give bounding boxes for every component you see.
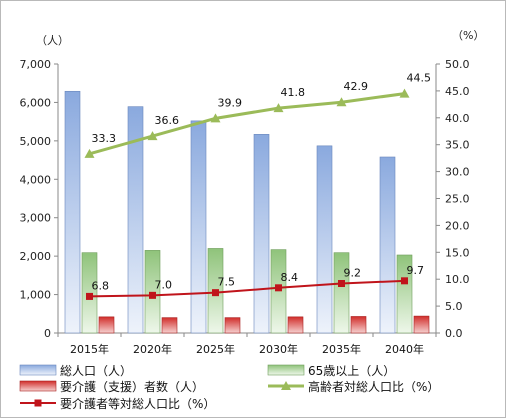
legend-label: 65歳以上（人） <box>308 364 395 378</box>
lines <box>84 88 410 300</box>
axes: 0 1,000 2,000 3,000 4,000 5,000 6,000 7,000 0.0 5… <box>20 29 485 356</box>
bar-total <box>127 106 144 334</box>
left-axis-unit: （人） <box>36 34 69 47</box>
bar-total <box>379 156 396 334</box>
bar-over65 <box>81 252 98 334</box>
point-care-rate <box>86 292 93 300</box>
bar-total <box>316 145 333 334</box>
bar-over65 <box>333 252 350 334</box>
legend-label: 高齢者対総人口比（%） <box>308 379 439 394</box>
bar-total <box>253 134 270 334</box>
category-label: 2015年 <box>70 342 109 356</box>
legend-label: 総人口（人） <box>60 364 132 378</box>
label-care-rate: 6.8 <box>92 279 110 292</box>
bar-over65 <box>396 254 413 334</box>
legend-swatch <box>267 364 305 376</box>
legend-marker <box>281 381 291 390</box>
right-tick-label: 10.0 <box>445 273 470 286</box>
right-tick-label: 30.0 <box>445 166 470 179</box>
right-tick-label: 20.0 <box>445 219 470 232</box>
bar-care <box>413 315 430 334</box>
legend-label: 要介護者等対総人口比（%） <box>60 396 215 411</box>
point-aging-rate <box>147 131 158 141</box>
left-tick-label: 1,000 <box>20 289 52 302</box>
point-aging-rate <box>84 148 95 158</box>
data-labels: 33.3 36.6 39.9 41.8 42.9 44.5 6.8 7.0 7.5 8.4 9.2 9… <box>92 72 432 293</box>
right-tick-label: 40.0 <box>445 112 470 125</box>
left-tick-label: 3,000 <box>20 212 52 225</box>
legend-swatch <box>19 364 57 376</box>
line-aging-rate <box>89 92 405 156</box>
category-label: 2025年 <box>196 342 235 356</box>
bar-care <box>350 316 367 334</box>
label-care-rate: 7.0 <box>155 278 173 291</box>
label-aging-rate: 44.5 <box>407 72 432 85</box>
bar-care <box>98 316 115 334</box>
point-aging-rate <box>399 88 410 98</box>
line-care-rate <box>89 279 405 298</box>
bar-care <box>287 316 304 334</box>
right-tick-label: 45.0 <box>445 85 470 98</box>
right-axis-unit: （%） <box>452 29 484 42</box>
label-aging-rate: 39.9 <box>218 96 243 109</box>
category-label: 2040年 <box>385 342 424 356</box>
point-care-rate <box>401 277 408 285</box>
label-care-rate: 9.2 <box>344 267 362 280</box>
left-tick-label: 7,000 <box>20 58 52 71</box>
point-care-rate <box>149 291 156 299</box>
point-aging-rate <box>210 113 221 123</box>
bar-care <box>161 317 178 334</box>
point-aging-rate <box>336 97 347 107</box>
legend: 総人口（人） 65歳以上（人） 要介護（支援）者数（人） 高齢者対総人口比（%） 要介護… <box>19 364 439 411</box>
right-tick-label: 25.0 <box>445 193 470 206</box>
right-tick-label: 35.0 <box>445 139 470 152</box>
right-tick-label: 0.0 <box>445 327 463 340</box>
right-tick-label: 50.0 <box>445 58 470 71</box>
bar-total <box>190 120 207 334</box>
legend-swatch <box>19 380 57 392</box>
label-aging-rate: 42.9 <box>344 80 369 93</box>
bar-care <box>224 317 241 334</box>
point-care-rate <box>212 289 219 297</box>
point-aging-rate <box>273 103 284 113</box>
left-tick-label: 0 <box>44 327 51 340</box>
left-tick-label: 4,000 <box>20 173 52 186</box>
label-aging-rate: 36.6 <box>155 114 180 127</box>
category-label: 2030年 <box>259 342 298 356</box>
label-care-rate: 8.4 <box>281 271 299 284</box>
label-care-rate: 9.7 <box>407 264 425 277</box>
point-care-rate <box>275 284 282 292</box>
bar-total <box>64 90 81 334</box>
right-tick-label: 15.0 <box>445 246 470 259</box>
right-tick-label: 5.0 <box>445 300 463 313</box>
left-tick-label: 6,000 <box>20 96 52 109</box>
legend-label: 要介護（支援）者数（人） <box>60 379 204 394</box>
left-tick-label: 5,000 <box>20 135 52 148</box>
category-label: 2035年 <box>322 342 361 356</box>
category-label: 2020年 <box>133 342 172 356</box>
bar-over65 <box>144 250 161 334</box>
bars <box>64 90 430 334</box>
label-aging-rate: 41.8 <box>281 86 306 99</box>
label-care-rate: 7.5 <box>218 276 236 289</box>
left-tick-label: 2,000 <box>20 250 52 263</box>
point-care-rate <box>338 280 345 288</box>
legend-marker <box>34 399 42 407</box>
label-aging-rate: 33.3 <box>92 132 117 145</box>
